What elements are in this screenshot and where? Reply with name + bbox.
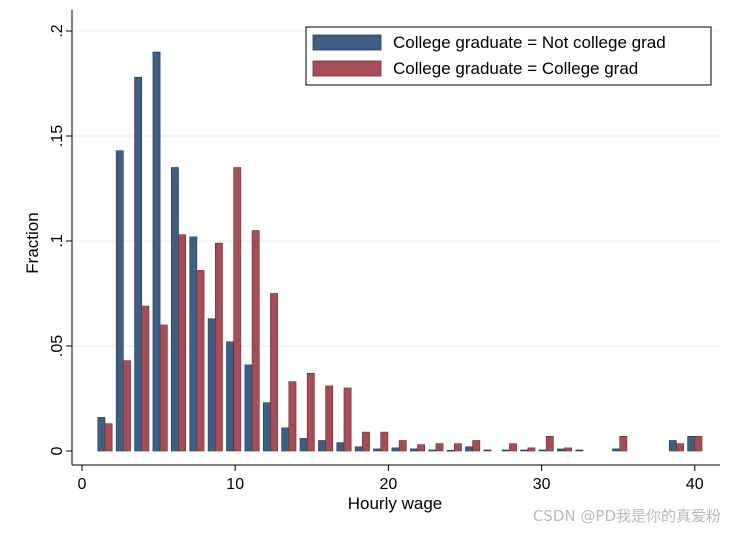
bar-series1-11	[306, 372, 315, 452]
legend: College graduate = Not college grad Coll…	[305, 26, 712, 86]
bar-series1-16	[398, 440, 407, 452]
bar-series0-21	[483, 449, 492, 452]
bar-series1-17	[417, 444, 426, 452]
bar-series0-26	[575, 449, 584, 452]
tick-labels-group: 0 10 20 30 40 0 .05 .1 .15 .2	[49, 24, 704, 493]
bar-series1-23	[527, 447, 536, 452]
y-tick-label-0: 0	[49, 446, 66, 455]
bar-series1-6	[214, 242, 223, 452]
bar-series1-7	[233, 167, 242, 452]
bar-series1-24	[545, 435, 554, 452]
bar-series1-0	[104, 423, 113, 452]
bar-series0-13	[336, 442, 345, 452]
bar-series1-15	[380, 431, 389, 452]
bar-series0-18	[428, 449, 437, 452]
bar-series0-15	[373, 448, 382, 452]
bar-series0-2	[134, 76, 143, 452]
bar-series0-4	[171, 167, 179, 452]
bar-series1-14	[362, 431, 370, 452]
bar-series0-29	[687, 435, 696, 452]
bar-series0-9	[262, 402, 271, 452]
bar-series0-20	[465, 446, 473, 452]
bar-series0-23	[520, 449, 529, 452]
bar-series0-28	[668, 440, 677, 452]
bar-series0-14	[354, 446, 363, 452]
bar-series1-8	[251, 230, 260, 452]
bar-series0-10	[281, 427, 290, 452]
bar-series1-20	[472, 440, 481, 452]
bar-series1-28	[676, 443, 684, 452]
watermark-text: CSDN @PD我是你的真爱粉	[532, 507, 721, 525]
bar-series0-22	[501, 449, 510, 452]
bar-series1-25	[564, 447, 573, 452]
x-tick-label-2: 20	[380, 476, 398, 493]
bar-series0-25	[557, 448, 565, 452]
bar-series1-29	[694, 435, 703, 452]
bar-series0-16	[391, 447, 400, 452]
y-tick-label-2: .1	[49, 234, 66, 247]
bar-series1-5	[196, 270, 205, 452]
bars-group	[97, 51, 703, 452]
y-tick-label-1: .05	[49, 335, 66, 357]
bar-series0-3	[152, 51, 161, 452]
bar-series1-13	[343, 387, 352, 452]
legend-label-college-grad: College graduate = College grad	[393, 59, 638, 78]
legend-swatch-college-grad	[312, 60, 382, 77]
bar-series1-4	[178, 234, 187, 452]
bar-series0-12	[318, 440, 326, 452]
bar-series0-0	[97, 417, 106, 452]
bar-series0-24	[538, 449, 547, 452]
bar-series0-19	[446, 450, 455, 452]
bar-series1-27	[619, 435, 628, 452]
bar-series0-27	[612, 448, 621, 452]
bar-series1-18	[435, 443, 444, 452]
legend-swatch-not-college-grad	[312, 34, 382, 51]
axes-group	[71, 10, 720, 466]
bar-series1-9	[270, 293, 278, 452]
bar-series0-17	[410, 448, 418, 452]
bar-series1-10	[288, 381, 297, 452]
x-tick-label-0: 0	[78, 476, 87, 493]
bar-series0-11	[299, 438, 308, 452]
x-axis-label: Hourly wage	[348, 494, 443, 513]
bar-series0-7	[226, 341, 234, 452]
bar-series1-3	[159, 324, 168, 452]
bar-series0-6	[207, 318, 216, 452]
bar-series1-12	[325, 385, 334, 452]
bar-series0-5	[189, 236, 198, 452]
y-axis-label: Fraction	[23, 212, 42, 273]
bar-series1-19	[453, 443, 462, 452]
bar-series0-1	[115, 150, 124, 452]
y-tick-label-3: .15	[49, 125, 66, 147]
x-tick-label-1: 10	[226, 476, 244, 493]
y-tick-label-4: .2	[49, 24, 66, 37]
legend-label-not-college-grad: College graduate = Not college grad	[393, 33, 666, 52]
bar-series1-22	[509, 443, 517, 452]
bar-series1-2	[141, 305, 150, 452]
x-tick-label-4: 40	[686, 476, 704, 493]
x-tick-label-3: 30	[533, 476, 551, 493]
bar-series0-8	[244, 364, 253, 452]
bar-series1-1	[123, 360, 131, 452]
